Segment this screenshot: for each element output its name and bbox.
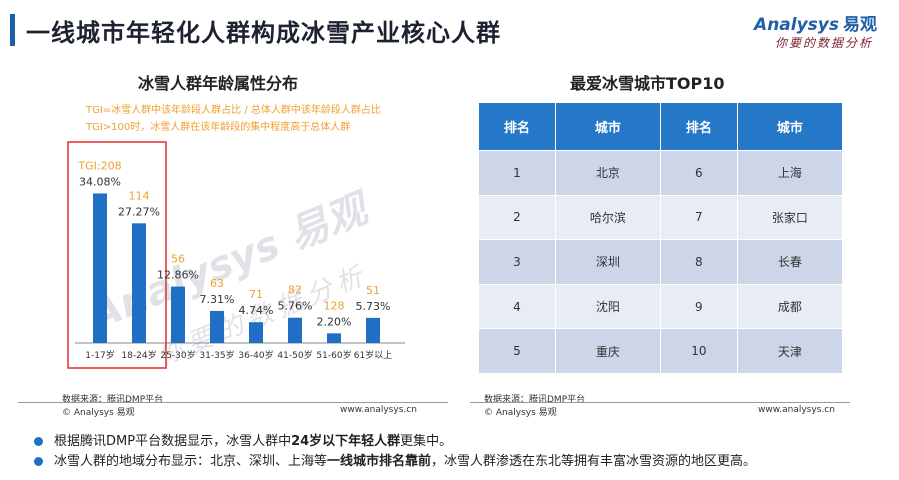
x-tick-label: 51-60岁 (316, 349, 351, 361)
city-cell: 沈阳 (554, 283, 661, 330)
top10-city-table: 排名 城市 排名 城市 1 北京 6 上海 2 哈尔滨 7 张家口 3 深圳 8… (478, 102, 844, 374)
left-footer-copyright: © Analysys 易观 (62, 408, 135, 418)
chart-title: 冰雪人群年龄属性分布 (138, 74, 299, 93)
bar-25-30岁 (171, 286, 185, 343)
table-row: 2 哈尔滨 7 张家口 (478, 194, 844, 241)
analysys-logo: Analysys 易观 你要的数据分析 (727, 10, 877, 56)
rank-cell: 3 (478, 239, 556, 285)
city-cell: 天津 (736, 328, 844, 374)
logo-slogan: 你要的数据分析 (774, 36, 873, 50)
logo-brand-cn: 易观 (843, 15, 877, 35)
right-source: 数据来源：腾讯DMP平台 (484, 395, 586, 405)
city-cell: 长春 (736, 239, 844, 285)
title-accent-bar (10, 14, 15, 46)
header-rank-1: 排名 (478, 102, 556, 151)
x-tick-label: 25-30岁 (160, 349, 195, 361)
bar-31-35岁 (210, 310, 224, 343)
left-footer-rule (18, 402, 448, 403)
tgi-label: 51 (366, 284, 380, 297)
rank-cell: 4 (478, 283, 556, 330)
left-footer-url: www.analysys.cn (340, 405, 417, 415)
bar-36-40岁 (249, 322, 263, 343)
value-label: 7.31% (200, 293, 235, 306)
table-header-row: 排名 城市 排名 城市 (478, 102, 844, 151)
bullet-dot-icon (34, 457, 43, 466)
city-cell: 哈尔滨 (554, 194, 661, 241)
table-row: 4 沈阳 9 成都 (478, 283, 844, 330)
value-label: 2.20% (317, 315, 352, 328)
bullet-item: 冰雪人群的地域分布显示：北京、深圳、上海等一线城市排名靠前，冰雪人群渗透在东北等… (34, 452, 874, 472)
rank-cell: 10 (659, 328, 738, 374)
rank-cell: 8 (659, 239, 738, 285)
value-label: 5.76% (278, 300, 313, 313)
tgi-explanation: TGI>100时，冰雪人群在该年龄段的集中程度高于总体人群 (86, 122, 351, 133)
logo-brand: Analysys 易观 (754, 10, 877, 35)
value-label: 34.08% (79, 175, 121, 188)
rank-cell: 7 (659, 194, 738, 241)
value-label: 5.73% (356, 300, 391, 313)
bar-18-24岁 (132, 223, 146, 343)
x-tick-label: 41-50岁 (277, 349, 312, 361)
tgi-label: 56 (171, 253, 185, 266)
tgi-label: 63 (210, 277, 224, 290)
tgi-label: 114 (129, 189, 150, 202)
rank-cell: 9 (659, 283, 738, 330)
city-cell: 成都 (736, 283, 844, 330)
value-label: 27.27% (118, 205, 160, 218)
bullet-item: 根据腾讯DMP平台数据显示，冰雪人群中24岁以下年轻人群更集中。 (34, 432, 874, 452)
header-city-2: 城市 (736, 102, 844, 151)
table-row: 5 重庆 10 天津 (478, 328, 844, 374)
value-label: 12.86% (157, 269, 199, 282)
x-tick-label: 18-24岁 (121, 349, 156, 361)
tgi-label: 71 (249, 288, 263, 301)
value-label: 4.74% (239, 304, 274, 317)
city-cell: 上海 (736, 150, 844, 196)
age-distribution-chart: 34.08% TGI:208 1-17岁 27.27% 114 18-24岁 12.86% 5… (67, 141, 405, 369)
logo-brand-en: Analysys (754, 15, 839, 35)
x-tick-label: 61岁以上 (354, 349, 392, 361)
header-rank-2: 排名 (659, 102, 738, 151)
table-row: 3 深圳 8 长春 (478, 239, 844, 285)
city-cell: 北京 (554, 150, 661, 196)
bar-51-60岁 (327, 333, 341, 343)
city-cell: 重庆 (554, 328, 661, 374)
table-title: 最爱冰雪城市TOP10 (570, 74, 725, 93)
tgi-label: 128 (324, 299, 345, 312)
rank-cell: 5 (478, 328, 556, 374)
city-cell: 深圳 (554, 239, 661, 285)
tgi-definition: TGI=冰雪人群中该年龄段人群占比 / 总体人群中该年龄段人群占比 (86, 105, 381, 116)
rank-cell: 6 (659, 150, 738, 196)
rank-cell: 1 (478, 150, 556, 196)
x-tick-label: 36-40岁 (238, 349, 273, 361)
x-tick-label: 31-35岁 (199, 349, 234, 361)
table-row: 1 北京 6 上海 (478, 150, 844, 196)
highlight-box (67, 141, 167, 369)
summary-bullets: 根据腾讯DMP平台数据显示，冰雪人群中24岁以下年轻人群更集中。 冰雪人群的地域… (34, 432, 874, 472)
bar-1-17岁 (93, 193, 107, 343)
city-cell: 张家口 (736, 194, 844, 241)
left-source: 数据来源：腾讯DMP平台 (62, 395, 164, 405)
x-tick-label: 1-17岁 (85, 349, 114, 361)
rank-cell: 2 (478, 194, 556, 241)
page-title: 一线城市年轻化人群构成冰雪产业核心人群 (26, 19, 501, 47)
tgi-label: 82 (288, 284, 302, 297)
right-footer-rule (470, 402, 850, 403)
bullet-dot-icon (34, 437, 43, 446)
header-city-1: 城市 (554, 102, 661, 151)
bar-41-50岁 (288, 317, 302, 343)
tgi-label: TGI:208 (77, 159, 121, 172)
right-footer-url: www.analysys.cn (758, 405, 835, 415)
bar-61岁以上 (366, 317, 380, 343)
right-footer-copyright: © Analysys 易观 (484, 408, 557, 418)
